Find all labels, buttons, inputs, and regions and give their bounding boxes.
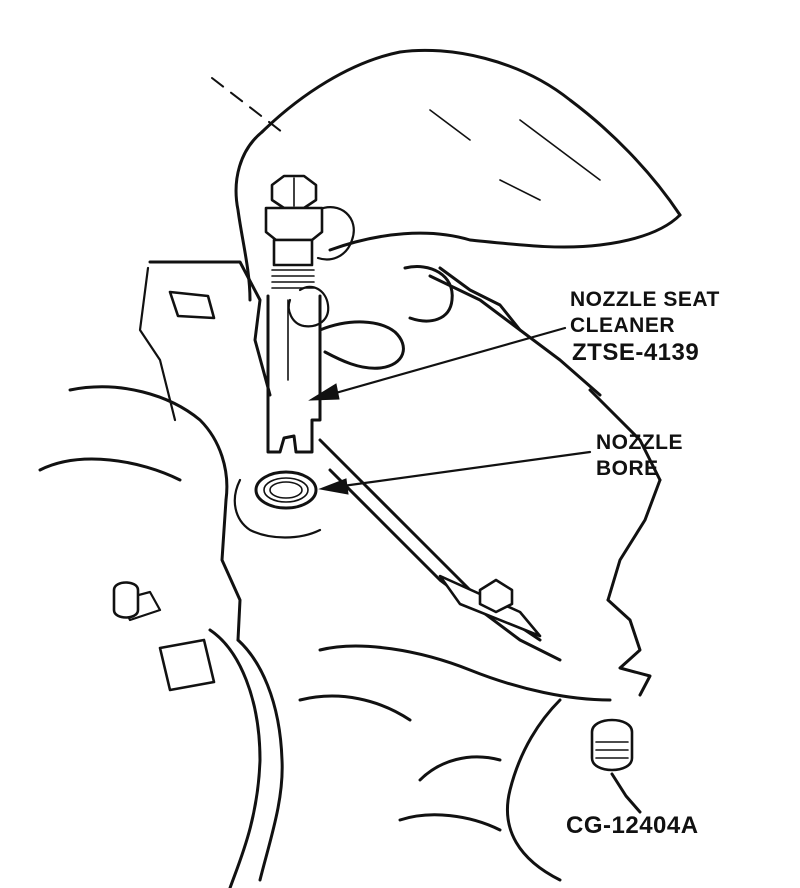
nozzle-bore bbox=[233, 470, 322, 539]
tool-leader-line bbox=[316, 326, 567, 400]
bore-label-line2: BORE bbox=[596, 457, 659, 480]
bore-label-line1: NOZZLE bbox=[596, 431, 683, 454]
bore-leader-arrowhead bbox=[318, 478, 349, 495]
tool-name-line2: CLEANER bbox=[570, 314, 676, 337]
tool-part-number: ZTSE-4139 bbox=[572, 339, 700, 366]
engine-body-outline bbox=[38, 260, 662, 888]
leader-arrows bbox=[308, 326, 592, 495]
bore-leader-line bbox=[326, 450, 592, 490]
hand-outline bbox=[234, 48, 682, 370]
figure-id: CG-12404A bbox=[566, 812, 699, 839]
tool-leader-arrowhead bbox=[308, 383, 340, 401]
nozzle-seat-cleaner-tool bbox=[264, 174, 324, 454]
tool-name-line1: NOZZLE SEAT bbox=[570, 288, 720, 311]
